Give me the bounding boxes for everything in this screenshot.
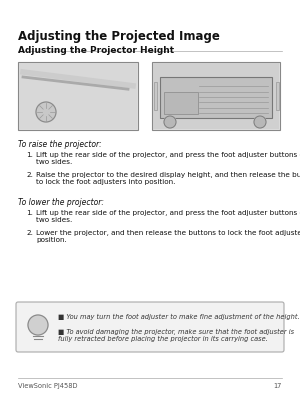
Text: Lift up the rear side of the projector, and press the foot adjuster buttons on t: Lift up the rear side of the projector, … xyxy=(36,210,300,223)
Text: Lower the projector, and then release the buttons to lock the foot adjusters int: Lower the projector, and then release th… xyxy=(36,230,300,243)
Text: Adjusting the Projector Height: Adjusting the Projector Height xyxy=(18,46,174,55)
Circle shape xyxy=(36,102,56,122)
Bar xyxy=(153,63,279,129)
Text: Raise the projector to the desired display height, and then release the buttons
: Raise the projector to the desired displ… xyxy=(36,172,300,185)
Text: To raise the projector:: To raise the projector: xyxy=(18,140,102,149)
Text: 2.: 2. xyxy=(26,172,33,178)
Text: Adjusting the Projected Image: Adjusting the Projected Image xyxy=(18,30,220,43)
Circle shape xyxy=(254,116,266,128)
Bar xyxy=(19,63,137,129)
Bar xyxy=(18,62,138,130)
Bar xyxy=(154,82,157,110)
Bar xyxy=(152,62,280,130)
Circle shape xyxy=(164,116,176,128)
Bar xyxy=(164,91,198,114)
Text: ViewSonic PJ458D: ViewSonic PJ458D xyxy=(18,383,77,389)
Text: To lower the projector:: To lower the projector: xyxy=(18,198,104,207)
Text: ■ To avoid damaging the projector, make sure that the foot adjuster is
fully ret: ■ To avoid damaging the projector, make … xyxy=(58,329,294,342)
FancyBboxPatch shape xyxy=(16,302,284,352)
Text: 2.: 2. xyxy=(26,230,33,236)
Circle shape xyxy=(28,315,48,335)
Text: 1.: 1. xyxy=(26,210,33,216)
Text: 17: 17 xyxy=(274,383,282,389)
Text: ■ You may turn the foot adjuster to make fine adjustment of the height.: ■ You may turn the foot adjuster to make… xyxy=(58,314,300,320)
Bar xyxy=(276,82,279,110)
Bar xyxy=(160,77,272,118)
Text: Lift up the rear side of the projector, and press the foot adjuster buttons on t: Lift up the rear side of the projector, … xyxy=(36,152,300,165)
Text: 1.: 1. xyxy=(26,152,33,158)
